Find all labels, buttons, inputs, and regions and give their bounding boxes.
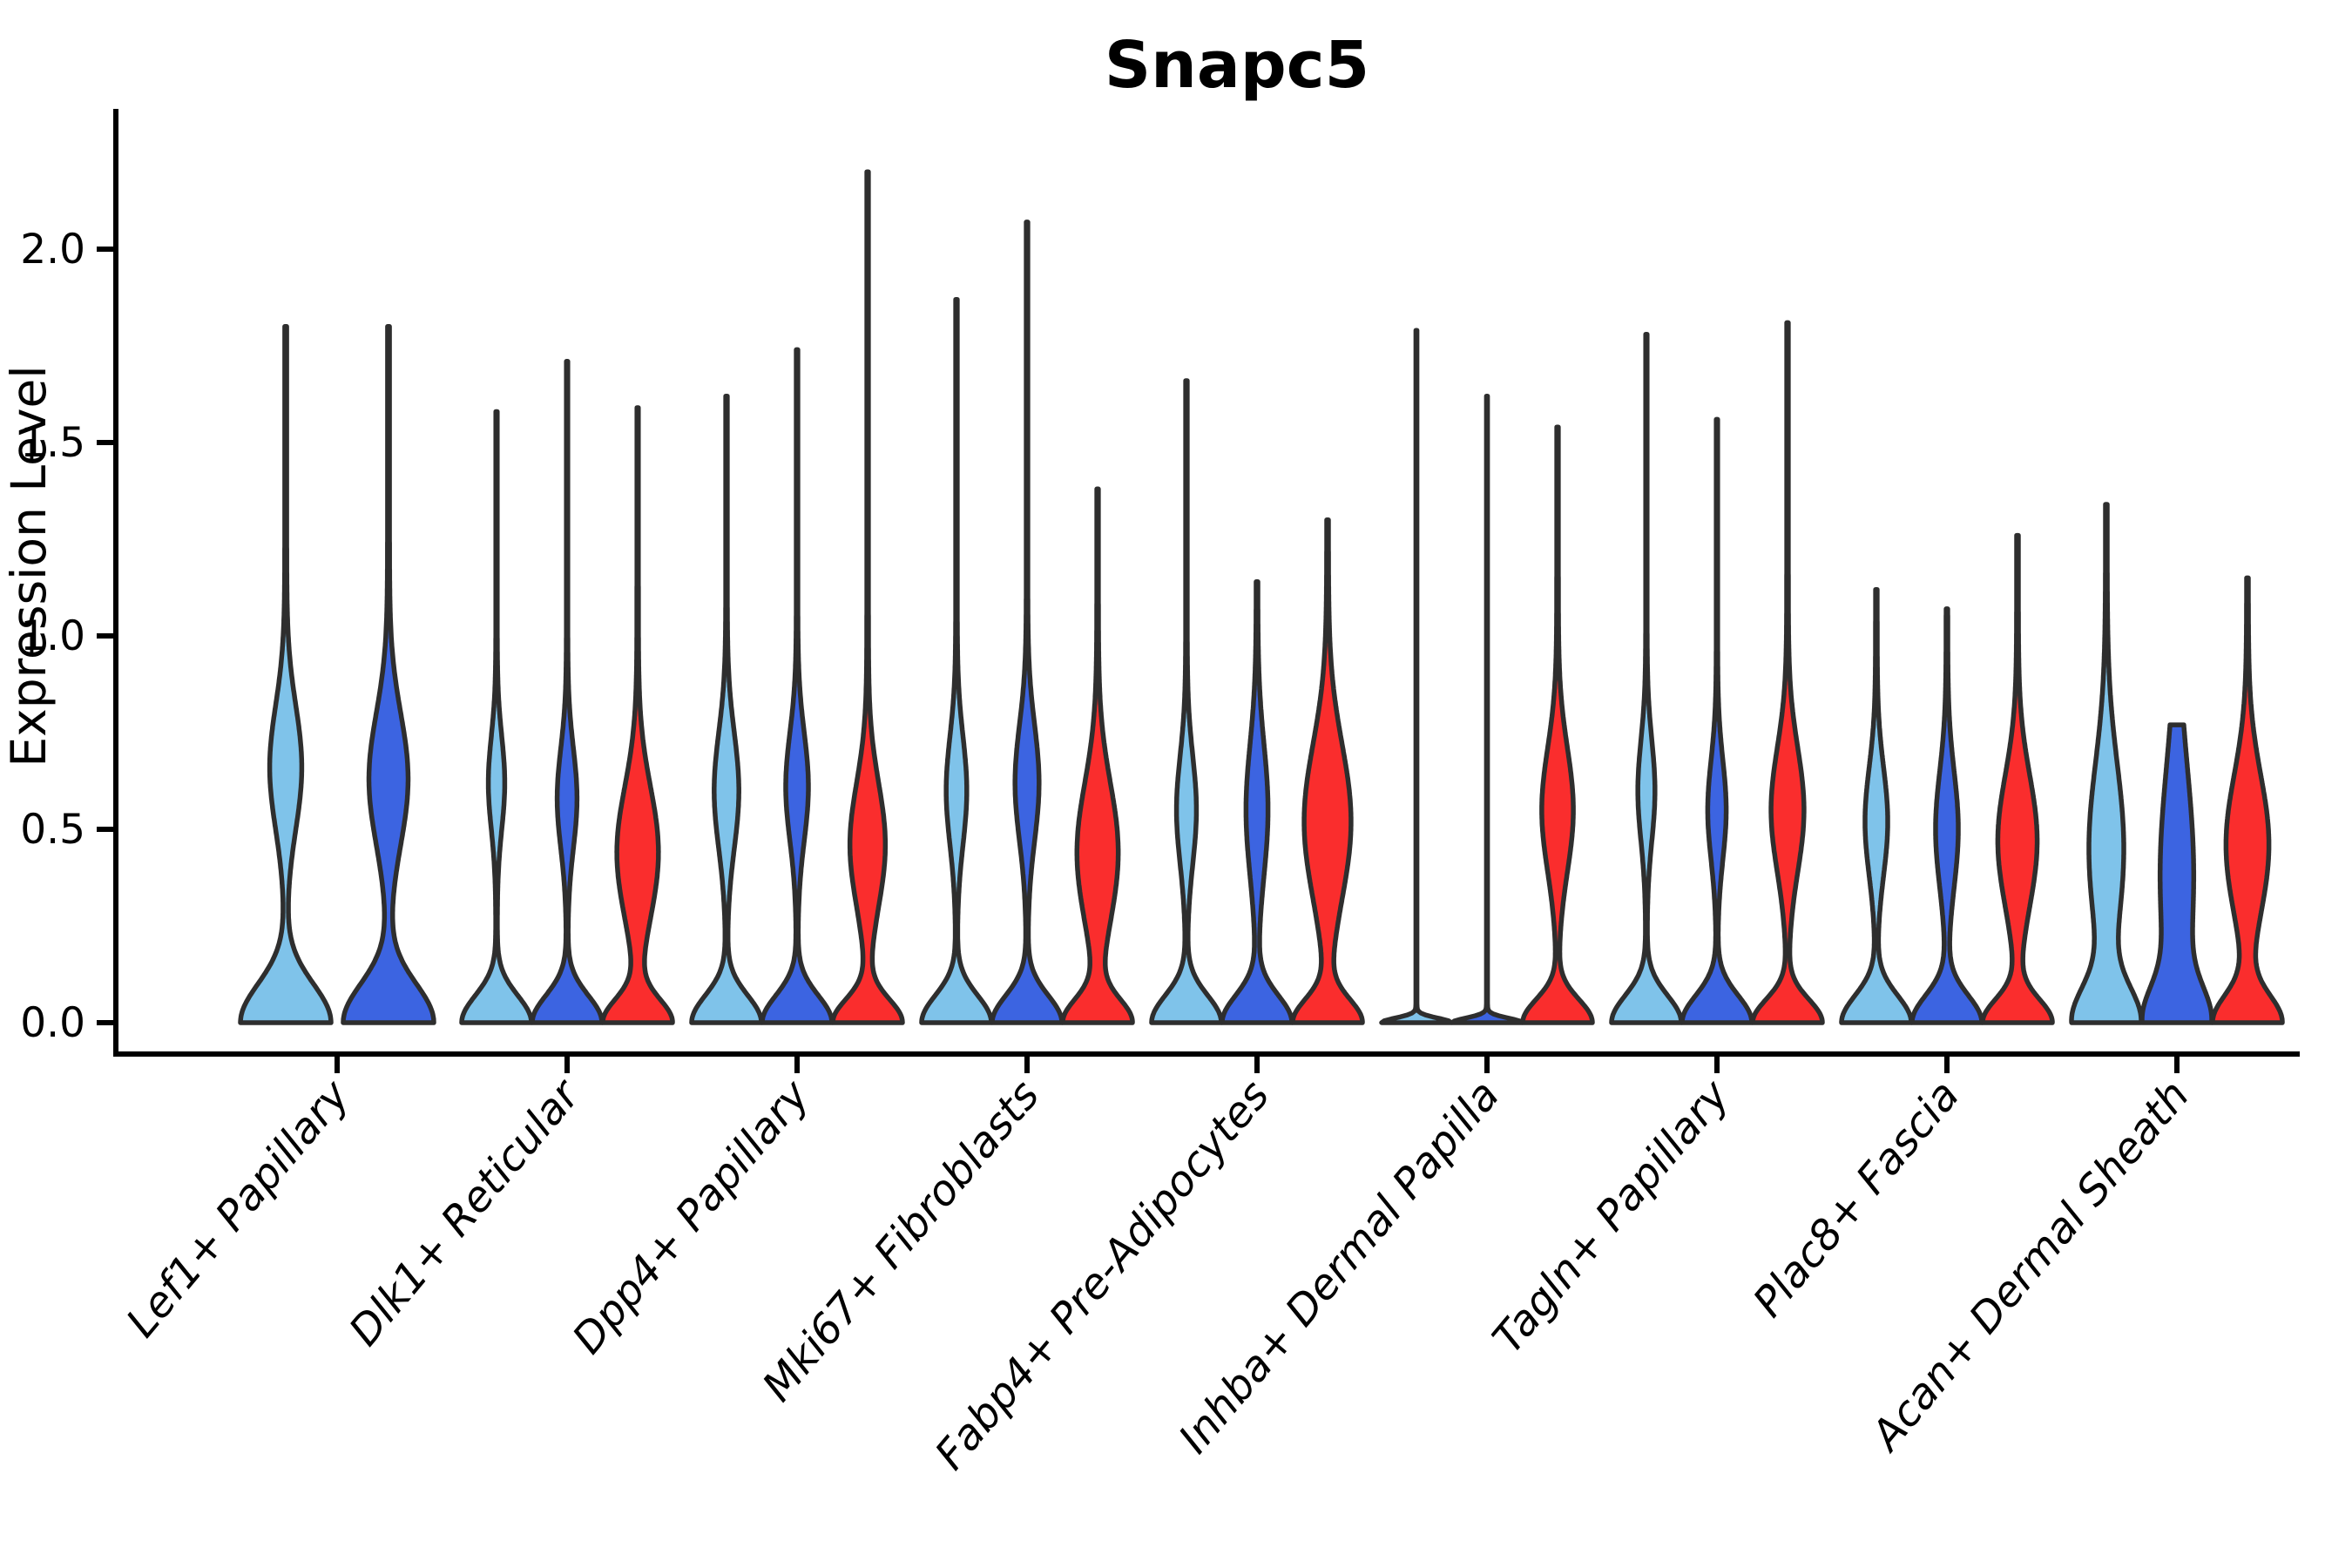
violin-plac8-royal-blue-sample: [1909, 606, 1984, 1025]
y-tick-label: 1.5: [20, 419, 85, 467]
violin-inhba-royal-blue-sample: [1450, 393, 1524, 1025]
violin-dlk1-sky-blue-sample: [459, 409, 534, 1025]
x-tick-label: Dpp4+ Papillary: [563, 1071, 819, 1362]
violin-fabp4-red-sample: [1290, 517, 1365, 1025]
violin-mki67-red-sample: [1060, 486, 1135, 1025]
violins-layer: [238, 169, 2285, 1025]
violin-dlk1-royal-blue-sample: [530, 359, 605, 1025]
y-tick-label: 0.0: [20, 999, 85, 1047]
violin-acan-royal-blue-sample: [2139, 722, 2214, 1025]
violin-dpp4-red-sample: [830, 169, 905, 1025]
violin-acan-red-sample: [2210, 575, 2285, 1025]
violin-tagln-sky-blue-sample: [1609, 331, 1684, 1025]
y-tick-label: 2.0: [20, 226, 85, 274]
x-tick-label: Plac8+ Fascia: [1744, 1071, 1969, 1327]
violin-inhba-red-sample: [1520, 424, 1595, 1025]
x-tick-label: Dlk1+ Reticular: [340, 1069, 591, 1355]
violin-acan-sky-blue-sample: [2069, 502, 2144, 1025]
violin-fabp4-sky-blue-sample: [1149, 378, 1224, 1025]
violin-mki67-sky-blue-sample: [919, 296, 994, 1025]
x-tick-label: Lef1+ Papillary: [117, 1071, 359, 1347]
violin-dlk1-red-sample: [600, 405, 675, 1025]
violin-tagln-red-sample: [1750, 320, 1825, 1025]
violin-fabp4-royal-blue-sample: [1220, 579, 1294, 1025]
chart-title: Snapc5: [1105, 28, 1369, 103]
violin-lef1-royal-blue-sample: [341, 324, 436, 1025]
y-axis-label: Expression Level: [1, 365, 57, 767]
violin-inhba-sky-blue-sample: [1379, 328, 1454, 1025]
x-tick-label: Tagln+ Papillary: [1484, 1071, 1740, 1362]
axes-spines: [113, 109, 2300, 1057]
violin-dpp4-royal-blue-sample: [760, 347, 835, 1025]
violin-dpp4-sky-blue-sample: [689, 393, 764, 1025]
violin-plac8-red-sample: [1980, 532, 2055, 1025]
violin-tagln-royal-blue-sample: [1680, 416, 1754, 1025]
violin-plac8-sky-blue-sample: [1839, 586, 1914, 1025]
y-axis: 0.0 0.5 1.0 1.5 2.0: [20, 226, 116, 1047]
violin-lef1-sky-blue-sample: [238, 324, 334, 1025]
y-tick-label: 1.0: [20, 612, 85, 660]
violin-mki67-royal-blue-sample: [990, 220, 1064, 1025]
y-tick-label: 0.5: [20, 806, 85, 854]
